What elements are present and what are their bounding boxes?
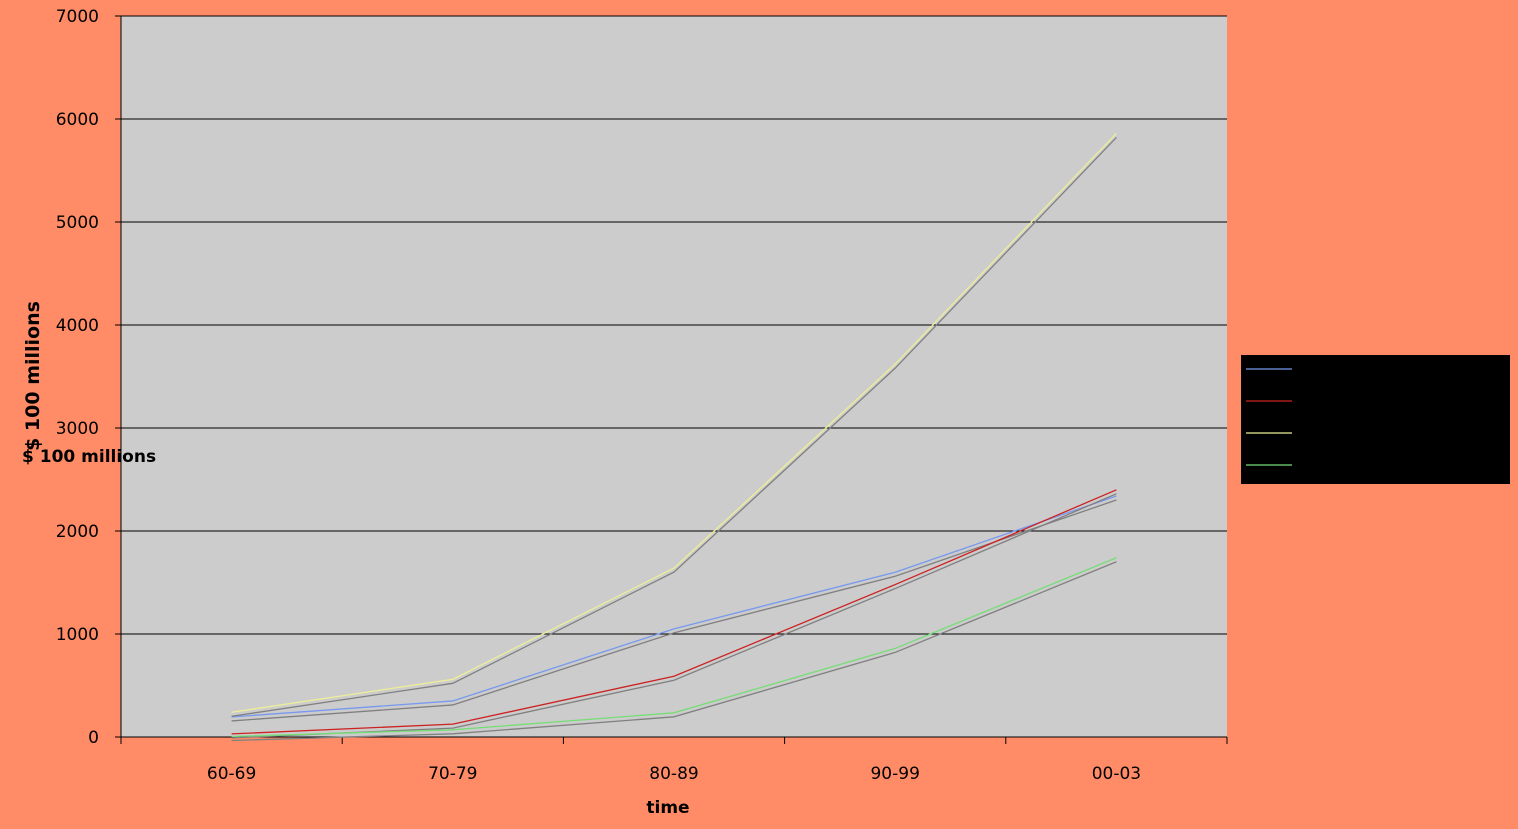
y-tick-label: 5000 — [56, 213, 99, 233]
y-tick-label: 1000 — [56, 625, 99, 645]
series-2-line — [231, 489, 1117, 735]
series-lines — [231, 132, 1117, 742]
legend — [1241, 355, 1510, 484]
legend-box — [1241, 355, 1510, 484]
plot-area — [121, 16, 1227, 737]
y-tick-labels: 0 1000 2000 3000 4000 5000 6000 7000 — [56, 7, 99, 748]
legend-items — [1246, 368, 1292, 466]
series-1-shadow — [231, 499, 1117, 722]
y-axis-label-overlay: $ 100 millions — [22, 447, 156, 467]
series-3-shadow — [231, 136, 1117, 717]
y-tick-label: 4000 — [56, 316, 99, 336]
y-axis-label: $ 100 millions — [22, 301, 44, 451]
y-tick-label: 3000 — [56, 419, 99, 439]
series-4-line — [231, 557, 1117, 738]
y-tick-label: 6000 — [56, 110, 99, 130]
x-tick-label: 00-03 — [1092, 764, 1141, 784]
axes — [115, 15, 1228, 744]
x-tick-labels: 60-69 70-79 80-89 90-99 00-03 — [207, 764, 1141, 784]
x-tick-label: 90-99 — [870, 764, 919, 784]
x-tick-label: 60-69 — [207, 764, 256, 784]
y-tick-label: 7000 — [56, 7, 99, 27]
y-tick-label: 2000 — [56, 522, 99, 542]
series-3-line — [231, 132, 1117, 713]
x-tick-label: 70-79 — [428, 764, 477, 784]
y-tick-label: 0 — [88, 728, 99, 748]
x-axis-label: time — [646, 798, 689, 818]
series-1-line — [231, 495, 1117, 718]
x-tick-label: 80-89 — [649, 764, 698, 784]
gridlines — [121, 15, 1227, 635]
series-4-shadow — [231, 561, 1117, 742]
